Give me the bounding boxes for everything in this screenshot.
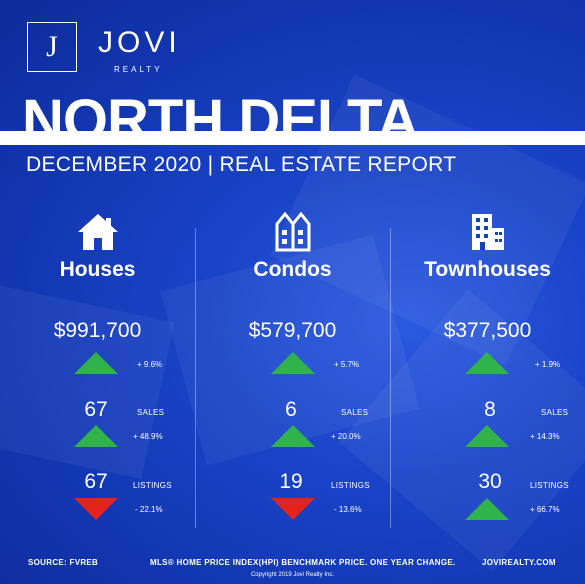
sales-count: 67 <box>84 398 108 421</box>
price-up-arrow <box>271 352 315 374</box>
listings-change: + 66.7% <box>530 505 560 514</box>
sales-label: SALES <box>541 408 569 417</box>
price-up-arrow <box>465 352 509 374</box>
sales-up-arrow <box>271 425 315 447</box>
sales-up-arrow <box>465 425 509 447</box>
footer-copyright: Copyright 2019 Jovi Realty Inc. <box>250 572 335 578</box>
benchmark-price: $579,700 <box>248 319 337 342</box>
sales-up-arrow <box>74 425 118 447</box>
title-underline <box>0 131 585 145</box>
logo-mark: J <box>27 22 77 72</box>
brand-name: JOVI <box>98 26 181 59</box>
sales-change: + 14.3% <box>530 432 560 441</box>
category-label: Condos <box>253 258 332 281</box>
listings-down-arrow <box>74 498 118 520</box>
condo-icon <box>275 212 310 252</box>
listings-count: 30 <box>478 470 502 493</box>
sales-label: SALES <box>341 408 369 417</box>
footer-note: MLS® HOME PRICE INDEX(HPI) BENCHMARK PRI… <box>150 558 456 567</box>
sales-label: SALES <box>137 408 165 417</box>
page-subtitle: DECEMBER 2020 | REAL ESTATE REPORT <box>26 153 457 176</box>
price-up-arrow <box>74 352 118 374</box>
category-label: Houses <box>59 258 136 281</box>
column-houses: Houses $991,700 + 9.6% 67 SALES + 48.9% … <box>0 0 195 584</box>
column-townhouses: Townhouses $377,500 + 1.9% 8 SALES + 14.… <box>390 0 585 584</box>
listings-label: LISTINGS <box>530 481 569 490</box>
listings-change: - 13.6% <box>334 505 362 514</box>
listings-down-arrow <box>271 498 315 520</box>
footer-site-link[interactable]: JOVIREALTY.COM <box>482 558 556 567</box>
benchmark-price: $991,700 <box>53 319 142 342</box>
listings-label: LISTINGS <box>133 481 172 490</box>
listings-label: LISTINGS <box>331 481 370 490</box>
sales-count: 8 <box>484 398 496 421</box>
column-divider <box>390 228 391 528</box>
brand-sub: REALTY <box>114 65 163 74</box>
column-divider <box>195 228 196 528</box>
footer-source: SOURCE: FVREB <box>28 558 99 567</box>
price-change: + 5.7% <box>334 360 360 369</box>
sales-change: + 48.9% <box>133 432 163 441</box>
price-change: + 1.9% <box>535 360 561 369</box>
price-change: + 9.6% <box>137 360 163 369</box>
listings-change: - 22.1% <box>135 505 163 514</box>
column-condos: Condos $579,700 + 5.7% 6 SALES + 20.0% 1… <box>195 0 390 584</box>
page-title: NORTH DELTA <box>22 88 419 153</box>
listings-up-arrow <box>465 498 509 520</box>
sales-change: + 20.0% <box>331 432 361 441</box>
listings-count: 67 <box>84 470 108 493</box>
house-icon <box>77 214 118 250</box>
category-label: Townhouses <box>424 258 551 281</box>
listings-count: 19 <box>279 470 303 493</box>
townhouse-icon <box>471 214 504 250</box>
benchmark-price: $377,500 <box>443 319 532 342</box>
sales-count: 6 <box>285 398 297 421</box>
